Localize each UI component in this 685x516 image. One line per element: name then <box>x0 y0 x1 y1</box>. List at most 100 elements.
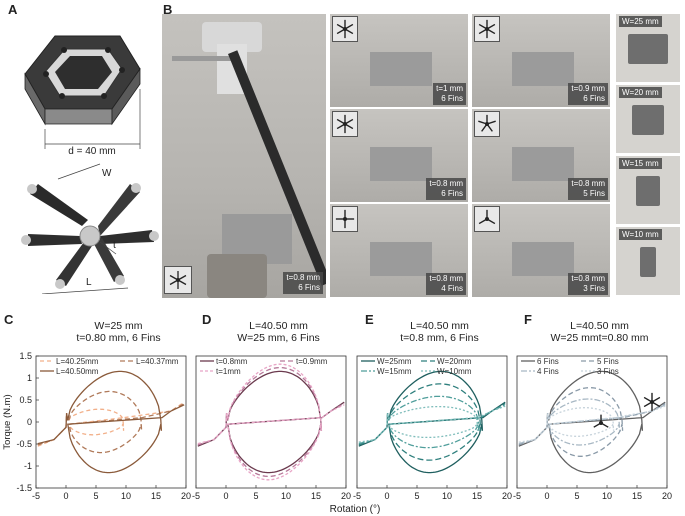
grid-photo: t=0.9 mm 6 Fins <box>472 14 610 107</box>
chart-d: -5 0 5 10 15 20 t=0.8mm t=0.9mm t=1mm <box>192 355 351 501</box>
x-tick-label: 15 <box>472 491 482 501</box>
x-tick-label: 20 <box>502 491 512 501</box>
grid-caption-line: 6 Fins <box>441 94 463 103</box>
x-tick-label: 10 <box>602 491 612 501</box>
y-tick-label: 0.5 <box>19 395 32 405</box>
series-line <box>197 370 345 474</box>
chart-d-title: L=40.50 mm W=25 mm, 6 Fins <box>196 320 361 344</box>
x-tick-label: 15 <box>151 491 161 501</box>
fin-icon <box>474 16 500 42</box>
legend-label: L=40.50mm <box>56 367 99 376</box>
chart-e-title-line-2: t=0.8 mm, 6 Fins <box>400 332 479 344</box>
fin-icon <box>332 206 358 232</box>
legend-label: t=0.8mm <box>216 357 248 366</box>
x-tick-label: 0 <box>63 491 68 501</box>
grid-caption-line: 3 Fins <box>583 284 605 293</box>
grid-caption: t=0.8 mm 3 Fins <box>568 273 608 295</box>
width-photo: W=15 mm <box>616 156 680 224</box>
hex-fixture <box>512 242 574 276</box>
legend-label: t=0.9mm <box>296 357 328 366</box>
width-label: W=20 mm <box>619 87 662 98</box>
legend-label: W=25mm <box>377 357 412 366</box>
chart-e-title: L=40.50 mm t=0.8 mm, 6 Fins <box>357 320 522 344</box>
fin-icon <box>332 111 358 137</box>
base-chuck <box>207 254 267 298</box>
series-line <box>358 405 506 443</box>
grid-caption-line: t=0.9 mm <box>571 84 605 93</box>
main-caption-line-1: t=0.8 mm <box>286 273 320 282</box>
y-tick-label: -1 <box>24 461 32 471</box>
chart-e: -5 0 5 10 15 20 W=25mm W=20mm W=15mm W=10mm <box>353 355 512 501</box>
6-fin-star-icon <box>336 114 354 134</box>
3-fin-star-icon <box>593 414 609 428</box>
4-fin-star-icon <box>335 209 355 229</box>
series-line <box>197 366 345 478</box>
x-tick-label: -5 <box>32 491 40 501</box>
hex-fixture <box>370 147 432 181</box>
x-tick-label: 20 <box>181 491 191 501</box>
grid-caption: t=0.8 mm 6 Fins <box>426 178 466 200</box>
hex-fixture <box>370 52 432 86</box>
grid-photo: t=0.8 mm 3 Fins <box>472 204 610 297</box>
grid-caption: t=0.8 mm 4 Fins <box>426 273 466 295</box>
series-line <box>37 390 185 454</box>
x-tick-label: 0 <box>223 491 228 501</box>
panel-label-b: B <box>163 2 173 17</box>
dimension-l: L <box>86 277 92 288</box>
width-label: W=15 mm <box>619 158 662 169</box>
x-tick-label: 20 <box>341 491 351 501</box>
width-label: W=10 mm <box>619 229 662 240</box>
y-axis-label: Torque (N.m) <box>2 394 13 449</box>
panel-label-d: D <box>202 312 212 327</box>
fin-icon <box>332 16 358 42</box>
y-tick-label: 0 <box>27 417 32 427</box>
x-tick-label: 5 <box>253 491 258 501</box>
dimension-d: d = 40 mm <box>68 146 116 157</box>
clamp-screw <box>172 56 232 61</box>
dimension-t: t <box>113 240 116 251</box>
hex-fixture <box>512 52 574 86</box>
width-photo: W=10 mm <box>616 227 680 295</box>
x-tick-label: 5 <box>414 491 419 501</box>
grid-caption-line: 6 Fins <box>583 94 605 103</box>
x-tick-label: 5 <box>93 491 98 501</box>
series-line <box>518 387 666 457</box>
six-fin-star-icon <box>169 271 187 289</box>
legend-label: W=10mm <box>437 367 472 376</box>
x-tick-label: -5 <box>192 491 200 501</box>
6-fin-star-icon <box>643 392 661 412</box>
legend-label: 6 Fins <box>537 357 559 366</box>
fin-sample <box>628 34 668 64</box>
hex-fixture <box>370 242 432 276</box>
chart-f-title-line-2: W=25 mmt=0.80 mm <box>550 332 649 344</box>
plot-frame <box>516 355 668 489</box>
chart-d-title-line-2: W=25 mm, 6 Fins <box>237 332 320 344</box>
legend-label: W=20mm <box>437 357 472 366</box>
chart-f-title: L=40.50 mm W=25 mmt=0.80 mm <box>517 320 682 344</box>
width-photo: W=20 mm <box>616 85 680 153</box>
y-tick-label: 1 <box>27 373 32 383</box>
panel-a-illustration: d = 40 mm W t L <box>21 35 159 294</box>
chart-c: -5 0 5 10 15 20 1.5 1 0.5 0 -0.5 -1 -1.5 Torque (N.m)… <box>2 351 191 501</box>
width-photo: W=25 mm <box>616 14 680 82</box>
series-line <box>37 401 185 447</box>
legend-label: L=40.37mm <box>136 357 179 366</box>
main-caption: t=0.8 mm 6 Fins <box>283 272 323 294</box>
series-line <box>37 370 185 474</box>
fin-sample <box>632 105 664 135</box>
fin-sample <box>640 247 656 277</box>
y-tick-label: -1.5 <box>16 483 32 493</box>
series-line <box>358 383 506 461</box>
series-line <box>518 398 666 446</box>
x-tick-label: 0 <box>384 491 389 501</box>
fin-sample <box>636 176 660 206</box>
series-line <box>197 363 345 481</box>
x-tick-label: -5 <box>353 491 361 501</box>
main-photo: t=0.8 mm 6 Fins <box>162 14 326 298</box>
grid-caption-line: t=0.8 mm <box>429 179 463 188</box>
x-tick-label: 0 <box>544 491 549 501</box>
legend-label: 3 Fins <box>597 367 619 376</box>
fin-icon-6 <box>164 266 192 294</box>
panel-label-f: F <box>524 312 532 327</box>
chart-c-title-line-2: t=0.80 mm, 6 Fins <box>76 332 161 344</box>
